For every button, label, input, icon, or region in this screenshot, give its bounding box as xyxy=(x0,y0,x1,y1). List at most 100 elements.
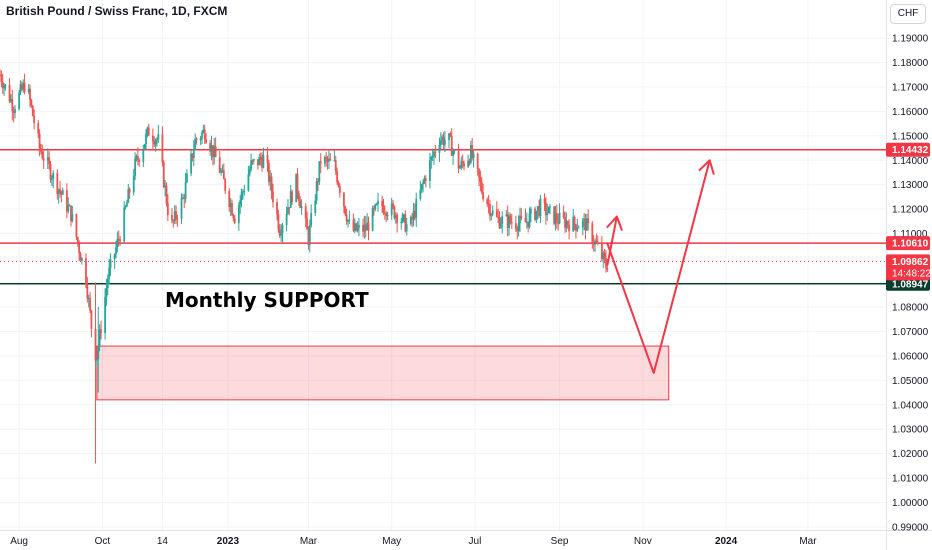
candle-body xyxy=(362,224,364,232)
candle-body xyxy=(166,203,169,215)
candle-body xyxy=(386,214,389,217)
candle-body xyxy=(203,129,206,140)
candle-body xyxy=(524,218,527,223)
support-annotation: Monthly SUPPORT xyxy=(165,288,369,312)
candle-body xyxy=(85,258,87,285)
candle-body xyxy=(8,84,11,102)
candle-body xyxy=(213,146,216,158)
candle-body xyxy=(175,211,177,219)
candle-body xyxy=(1,82,4,89)
candle-body xyxy=(566,221,569,225)
candle-body xyxy=(463,163,465,167)
candle-body xyxy=(128,189,131,193)
candle-body xyxy=(505,214,508,217)
candle-body xyxy=(353,223,356,231)
candle-body xyxy=(525,221,528,223)
candle-body xyxy=(584,218,587,231)
arrow-head xyxy=(698,159,715,175)
candle-body xyxy=(240,192,243,201)
candle-body xyxy=(0,74,3,83)
candle-body xyxy=(19,84,22,93)
candle-body xyxy=(549,206,551,208)
candle-body xyxy=(3,85,5,89)
candle-body xyxy=(367,222,370,231)
candle-body xyxy=(232,214,235,219)
candle-body xyxy=(420,184,423,190)
candle-body xyxy=(291,191,293,203)
candle-body xyxy=(516,228,519,231)
candle-body xyxy=(296,173,299,194)
candle-body xyxy=(471,145,474,158)
candle-body xyxy=(71,214,74,222)
candle-body xyxy=(48,157,51,165)
candle-body xyxy=(307,229,310,245)
candle-body xyxy=(80,258,83,261)
y-tick-label: 1.13000 xyxy=(892,180,929,191)
candle-body xyxy=(184,181,187,199)
candle-body xyxy=(59,189,61,192)
candle-body xyxy=(358,224,360,228)
candle-body xyxy=(491,210,494,215)
candle-body xyxy=(135,156,138,159)
candle-body xyxy=(164,185,167,187)
candle-body xyxy=(596,243,599,245)
candle-body xyxy=(554,213,557,224)
candle-body xyxy=(201,132,203,139)
chart-title: British Pound / Swiss Franc, 1D, FXCM xyxy=(6,4,228,18)
candle-body xyxy=(438,145,441,153)
x-tick-label: Mar xyxy=(799,536,817,547)
candle-body xyxy=(194,138,197,150)
candle-body xyxy=(30,100,33,106)
candle-body xyxy=(572,216,575,232)
candle-body xyxy=(562,212,565,217)
candle-body xyxy=(222,170,225,180)
candle-body xyxy=(393,206,396,219)
support-zone xyxy=(96,345,670,401)
candle-body xyxy=(573,216,576,225)
candle-body xyxy=(154,140,157,145)
y-tick-label: 1.02000 xyxy=(892,449,929,460)
candle-body xyxy=(142,148,145,162)
candle-body xyxy=(95,359,98,361)
candle-body xyxy=(385,213,388,217)
x-tick-label: 2023 xyxy=(217,536,240,547)
candle-body xyxy=(509,215,512,223)
current-price-label: 1.09862 xyxy=(892,257,929,268)
candle-body xyxy=(104,297,106,334)
candle-body xyxy=(409,217,412,225)
time-axis xyxy=(0,530,932,550)
y-tick-label: 1.05000 xyxy=(892,376,929,387)
candle-body xyxy=(499,224,502,228)
candle-body xyxy=(209,142,212,152)
y-tick-label: 1.07000 xyxy=(892,327,929,338)
candle-body xyxy=(202,129,205,133)
currency-button[interactable]: CHF xyxy=(890,4,926,24)
candle-body xyxy=(165,185,168,204)
candle-body xyxy=(498,217,501,228)
candle-body xyxy=(65,190,68,212)
candle-body xyxy=(147,127,150,136)
candle-body xyxy=(242,191,244,193)
candle-body xyxy=(356,227,359,231)
candle-body xyxy=(94,328,97,361)
candle-body xyxy=(186,173,188,182)
candle-body xyxy=(287,207,289,214)
candle-body xyxy=(258,156,261,166)
candle-body xyxy=(519,215,521,224)
candle-body xyxy=(514,223,517,229)
candle-body xyxy=(472,153,475,158)
candle-body xyxy=(11,99,14,111)
x-tick-label: Mar xyxy=(300,536,318,547)
candle-body xyxy=(171,214,173,221)
candle-body xyxy=(180,198,183,219)
candle-body xyxy=(585,218,588,231)
candle-body xyxy=(161,134,164,163)
candle-body xyxy=(57,189,60,194)
candle-body xyxy=(247,174,250,191)
candle-body xyxy=(281,225,284,234)
candle-body xyxy=(277,214,280,230)
candle-body xyxy=(468,160,471,163)
candle-body xyxy=(453,149,456,152)
candle-body xyxy=(267,162,270,182)
